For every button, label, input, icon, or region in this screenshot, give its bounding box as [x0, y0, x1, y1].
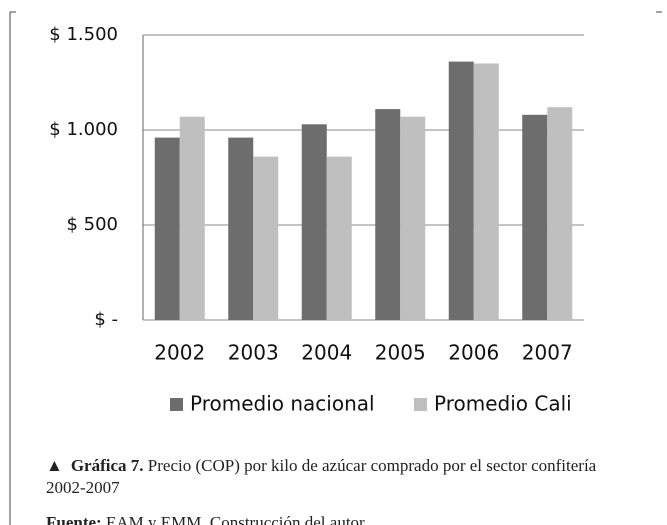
legend-label: Promedio nacional	[190, 392, 375, 416]
bar	[326, 156, 352, 320]
y-tick-label: $ 500	[66, 214, 118, 235]
bar	[375, 109, 401, 320]
bar	[547, 107, 573, 320]
source: Fuente: EAM y EMM. Construcción del auto…	[46, 512, 626, 525]
x-tick-label: 2005	[375, 341, 426, 365]
bar	[253, 156, 279, 320]
chart: $ - $ 500 $ 1.000 $ 1.500 2002 2003 2004 2005 20…	[9, 11, 662, 450]
caption-icon: ▲	[46, 456, 63, 475]
caption-text: Precio (COP) por kilo de azúcar comprado…	[46, 456, 597, 497]
bar	[179, 116, 205, 320]
legend-swatch	[170, 398, 183, 411]
bar	[400, 116, 426, 320]
x-tick-label: 2002	[154, 341, 205, 365]
source-text: EAM y EMM. Construcción del autor	[105, 513, 365, 525]
bar	[228, 137, 254, 320]
x-tick-label: 2004	[301, 341, 352, 365]
y-tick-label: $ 1.000	[49, 119, 118, 140]
y-tick-label: $ 1.500	[49, 24, 118, 45]
x-tick-label: 2007	[522, 341, 573, 365]
bar	[522, 114, 548, 320]
legend-swatch	[414, 398, 427, 411]
caption-label: Gráfica 7.	[70, 456, 144, 475]
bar	[154, 137, 180, 320]
x-tick-label: 2006	[448, 341, 499, 365]
bar	[473, 63, 499, 320]
bar	[448, 61, 474, 320]
legend-label: Promedio Cali	[434, 392, 572, 416]
x-tick-label: 2003	[228, 341, 279, 365]
source-label: Fuente:	[46, 513, 102, 525]
y-tick-label: $ -	[94, 309, 118, 330]
bar	[301, 124, 327, 320]
caption: ▲ Gráfica 7. Precio (COP) por kilo de azú…	[46, 455, 626, 499]
